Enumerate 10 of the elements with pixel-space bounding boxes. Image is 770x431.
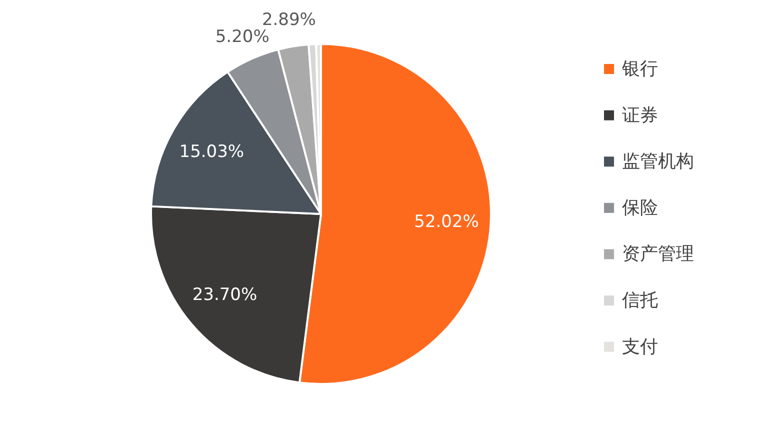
legend-label: 支付 bbox=[622, 336, 658, 358]
legend-label: 资产管理 bbox=[622, 244, 694, 265]
data-label: 23.70% bbox=[192, 284, 258, 305]
legend-label: 证券 bbox=[622, 104, 658, 126]
legend-label: 银行 bbox=[621, 58, 658, 80]
data-label: 15.03% bbox=[179, 142, 244, 162]
legend-label: 保险 bbox=[622, 197, 658, 218]
legend-label: 信托 bbox=[622, 290, 658, 311]
legend-label: 监管机构 bbox=[622, 151, 694, 172]
data-label: 52.02% bbox=[414, 212, 479, 232]
